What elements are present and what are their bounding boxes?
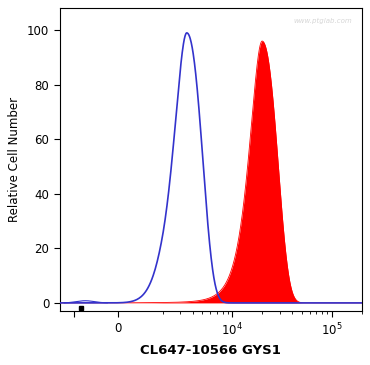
- Y-axis label: Relative Cell Number: Relative Cell Number: [9, 97, 21, 222]
- X-axis label: CL647-10566 GYS1: CL647-10566 GYS1: [140, 344, 281, 357]
- Text: www.ptglab.com: www.ptglab.com: [294, 18, 353, 23]
